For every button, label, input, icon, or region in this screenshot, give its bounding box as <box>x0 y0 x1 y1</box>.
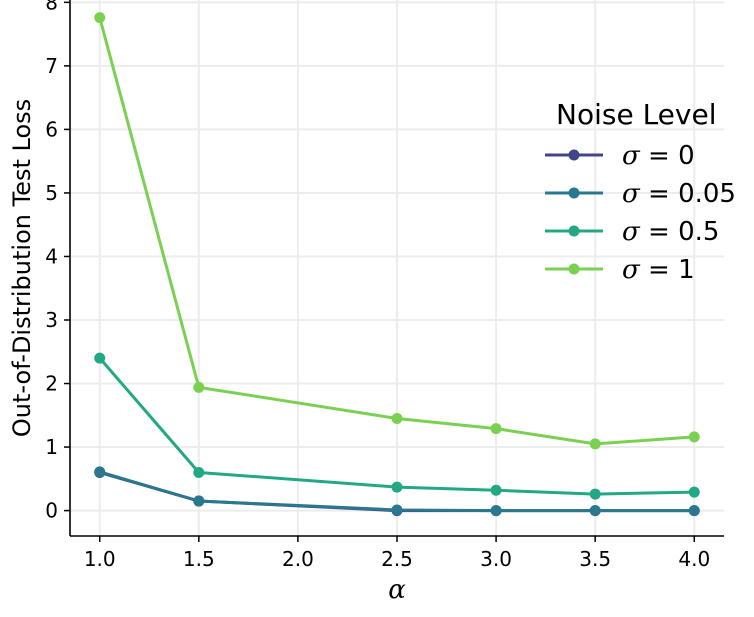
y-tick-label: 3 <box>45 308 58 332</box>
legend-item: σ = 0 <box>545 141 695 171</box>
x-tick-label: 2.0 <box>282 547 314 571</box>
x-tick-label: 3.0 <box>480 547 512 571</box>
x-tick-label: 1.0 <box>84 547 116 571</box>
series-2 <box>94 352 700 500</box>
data-point <box>193 466 205 478</box>
y-axis-title: Out-of-Distribution Test Loss <box>8 99 36 437</box>
data-point <box>193 495 205 507</box>
data-point <box>688 505 700 517</box>
series-line <box>99 470 695 513</box>
y-tick-label: 6 <box>45 117 58 141</box>
x-tick-label: 2.5 <box>381 547 413 571</box>
legend-label: σ = 0 <box>622 141 695 171</box>
data-point <box>193 381 205 393</box>
y-tick-label: 8 <box>45 0 58 14</box>
legend-label: σ = 0.05 <box>622 179 736 209</box>
x-axis-title: α <box>388 575 406 605</box>
data-point <box>589 488 601 500</box>
y-tick-label: 1 <box>45 435 58 459</box>
data-point <box>94 12 106 24</box>
legend-swatch-marker <box>568 187 580 199</box>
data-point <box>490 484 502 496</box>
data-point <box>391 504 403 516</box>
legend-swatch-marker <box>568 225 580 237</box>
legend-item: σ = 0.5 <box>545 217 719 247</box>
series-3 <box>94 12 700 450</box>
series-line <box>98 357 695 496</box>
x-tick-label: 1.5 <box>183 547 215 571</box>
legend-item: σ = 1 <box>545 255 695 285</box>
data-point <box>589 505 601 517</box>
legend: Noise Level σ = 0 σ = 0.05 σ = 0.5 σ = 1 <box>545 98 736 285</box>
legend-label: σ = 1 <box>622 255 695 285</box>
y-tick-label: 7 <box>45 54 58 78</box>
y-tick-label: 4 <box>45 244 58 268</box>
data-point <box>490 505 502 517</box>
data-point <box>490 423 502 435</box>
legend-title: Noise Level <box>556 98 716 131</box>
data-point <box>391 412 403 424</box>
legend-swatch-marker <box>568 263 580 275</box>
data-point <box>688 486 700 498</box>
series <box>94 12 700 517</box>
legend-label: σ = 0.5 <box>622 217 719 247</box>
data-point <box>94 352 106 364</box>
data-point <box>589 438 601 450</box>
x-tick-label: 4.0 <box>678 547 710 571</box>
data-point <box>94 466 106 478</box>
legend-swatch-marker <box>568 149 580 161</box>
y-tick-label: 5 <box>45 181 58 205</box>
series-line <box>98 17 695 446</box>
data-point <box>391 481 403 493</box>
legend-item: σ = 0.05 <box>545 179 736 209</box>
x-ticks: 1.0 1.5 2.0 2.5 3.0 3.5 4.0 <box>84 536 710 571</box>
y-tick-label: 2 <box>45 372 58 396</box>
series-1 <box>94 466 700 517</box>
x-tick-label: 3.5 <box>579 547 611 571</box>
y-tick-label: 0 <box>45 499 58 523</box>
data-point <box>688 431 700 443</box>
y-ticks: 0 1 2 3 4 5 6 7 8 <box>45 0 70 523</box>
